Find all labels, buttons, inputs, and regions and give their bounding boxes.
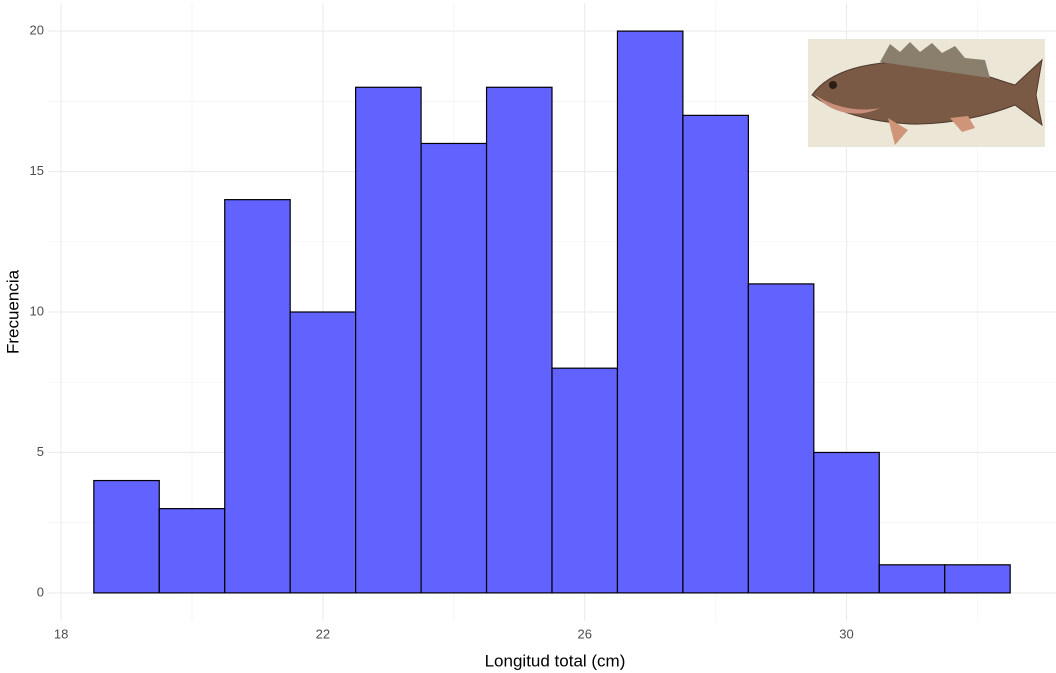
fish-eye bbox=[829, 81, 837, 89]
y-tick-label: 15 bbox=[30, 163, 44, 178]
bar bbox=[617, 31, 682, 593]
bar bbox=[290, 312, 355, 593]
bar bbox=[421, 143, 486, 592]
y-tick-label: 5 bbox=[37, 444, 44, 459]
bar bbox=[945, 565, 1010, 593]
bar bbox=[683, 115, 748, 593]
y-axis-title: Frecuencia bbox=[3, 269, 22, 354]
x-tick-label: 30 bbox=[839, 626, 853, 641]
y-tick-label: 20 bbox=[30, 23, 44, 38]
x-tick-label: 22 bbox=[316, 626, 330, 641]
bar bbox=[814, 452, 879, 592]
bar bbox=[159, 509, 224, 593]
x-tick-label: 26 bbox=[577, 626, 591, 641]
bar bbox=[552, 368, 617, 593]
bar bbox=[487, 87, 552, 593]
y-tick-label: 10 bbox=[30, 303, 44, 318]
x-axis-title: Longitud total (cm) bbox=[485, 651, 626, 670]
bar bbox=[356, 87, 421, 593]
fish-illustration bbox=[808, 39, 1045, 147]
x-tick-label: 18 bbox=[54, 626, 68, 641]
bar bbox=[94, 481, 159, 593]
bar bbox=[879, 565, 944, 593]
bar bbox=[748, 284, 813, 593]
chart: Longitud total (cm) Frecuencia 18 22 26 30 0… bbox=[0, 0, 1056, 673]
bar bbox=[225, 200, 290, 593]
y-tick-label: 0 bbox=[37, 584, 44, 599]
